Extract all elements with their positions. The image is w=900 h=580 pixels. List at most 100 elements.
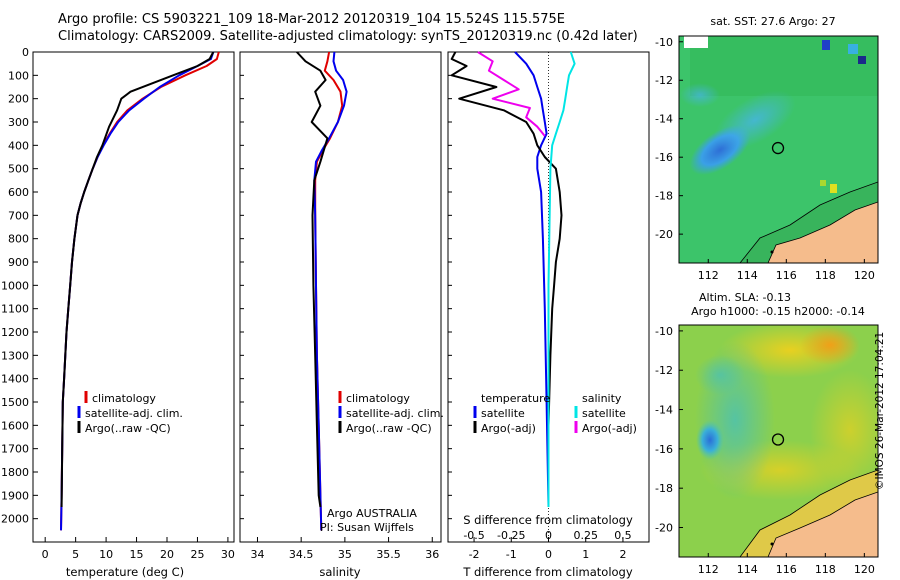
lon-tick-label: 112 (698, 269, 719, 282)
argo-position-marker (771, 433, 785, 446)
legend-temperature-title: temperature (481, 392, 550, 405)
profile-line-argo-raw-qc (60, 51, 215, 508)
depth-tick-label: 1300 (1, 349, 29, 362)
lat-tick-label: -20 (655, 228, 673, 241)
legend-satellite: satellite-adj. clim. (346, 407, 444, 420)
legend-t-satellite: satellite (481, 407, 525, 420)
profile-line-argo-raw-qc (296, 51, 329, 508)
depth-tick-label: 500 (8, 163, 29, 176)
x-tick-label: 34.5 (289, 548, 314, 561)
lat-tick-label: -10 (655, 36, 673, 49)
profile-line-t-satellite (514, 51, 550, 508)
depth-tick-label: 600 (8, 186, 29, 199)
depth-tick-label: 2000 (1, 513, 29, 526)
legend-argo: Argo(..raw -QC) (85, 422, 171, 435)
profile-line-satellite-adj-clim (313, 51, 348, 531)
sst-map: sat. SST: 27.6 Argo: 27 -10-12-14-16-18-… (655, 15, 879, 282)
lon-tick-label: 114 (737, 563, 758, 576)
lon-tick-label: 118 (815, 269, 836, 282)
profile-line-s-argo-adj (477, 51, 546, 137)
float-owner-label: Argo AUSTRALIA (327, 507, 417, 520)
x-tick-label: 1 (582, 548, 589, 561)
depth-tick-label: 900 (8, 256, 29, 269)
lon-tick-label: 118 (815, 563, 836, 576)
lat-tick-label: -18 (655, 482, 673, 495)
profile-title: Argo profile: CS 5903221_109 18-Mar-2012… (58, 12, 566, 27)
depth-tick-label: 400 (8, 139, 29, 152)
s-tick-label: 0.25 (573, 529, 598, 542)
lat-tick-label: -16 (655, 443, 673, 456)
lat-tick-label: -12 (655, 364, 673, 377)
lat-tick-label: -12 (655, 74, 673, 87)
x-tick-label: 35.5 (376, 548, 401, 561)
climatology-title: Climatology: CARS2009. Satellite-adjuste… (58, 29, 638, 44)
depth-tick-label: 0 (22, 46, 29, 59)
temperature-legend: climatology satellite-adj. clim. Argo(..… (77, 391, 183, 435)
depth-tick-label: 1200 (1, 326, 29, 339)
salinity-xlabel: salinity (319, 565, 360, 579)
lon-tick-label: 120 (854, 269, 875, 282)
x-tick-label: 10 (99, 548, 113, 561)
salinity-axes-frame (239, 51, 442, 543)
temperature-difference-xlabel: T difference from climatology (462, 565, 633, 579)
depth-tick-label: 1100 (1, 303, 29, 316)
temperature-profiles (60, 51, 220, 531)
legend-argo: Argo(..raw -QC) (346, 422, 432, 435)
x-tick-label: 15 (130, 548, 144, 561)
temperature-x-axis: 0 5 10 15 20 25 30 (42, 537, 235, 561)
salt-difference-label: S difference from climatology (463, 513, 633, 527)
legend-satellite: satellite-adj. clim. (85, 407, 183, 420)
x-tick-label: 36 (425, 548, 439, 561)
depth-tick-label: 1700 (1, 443, 29, 456)
temperature-panel: 0100200300400500600700800900100011001200… (1, 46, 235, 579)
s-tick-label: -0.25 (497, 529, 525, 542)
salinity-panel: 34 34.5 35 35.5 36 salinity climatology sate… (239, 51, 444, 579)
lat-tick-label: -16 (655, 151, 673, 164)
float-pi-label: PI: Susan Wijffels (320, 521, 414, 534)
legend-s-argo: Argo(-adj) (582, 422, 637, 435)
x-tick-label: 35 (338, 548, 352, 561)
depth-tick-label: 800 (8, 233, 29, 246)
depth-tick-label: 1800 (1, 466, 29, 479)
x-tick-label: 25 (190, 548, 204, 561)
lon-tick-label: 116 (776, 563, 797, 576)
imos-timestamp: ©IMOS 26-Mar-2012 17:04:21 (874, 331, 886, 490)
sla-field (679, 325, 878, 557)
sst-map-title: sat. SST: 27.6 Argo: 27 (710, 15, 835, 28)
difference-x-axis: -2 -1 0 1 2-0.5 -0.25 0 0.25 0.5 (448, 51, 632, 561)
lon-tick-label: 116 (776, 269, 797, 282)
argo-position-marker (771, 141, 785, 155)
temperature-axes-frame (32, 51, 235, 543)
temperature-xlabel: temperature (deg C) (66, 565, 184, 579)
legend-s-satellite: satellite (582, 407, 626, 420)
lon-tick-label: 112 (698, 563, 719, 576)
x-tick-label: 0 (42, 548, 49, 561)
x-tick-label: 2 (619, 548, 626, 561)
sst-map-frame (678, 35, 879, 264)
sla-map-axes: -10 -12 -14 -16 -18 -20 112 114 116 118 120 (655, 325, 875, 576)
x-tick-label: 20 (160, 548, 174, 561)
depth-axis: 0 100 200 300 400 500 600 700 800 900 1000 1100 1200… (1, 46, 38, 526)
salinity-legend: climatology satellite-adj. clim. Argo(..… (338, 391, 444, 435)
depth-tick-label: 1400 (1, 373, 29, 386)
sla-map: Altim. SLA: -0.13 Argo h1000: -0.15 h200… (655, 291, 879, 576)
lat-tick-label: -18 (655, 190, 673, 203)
salinity-profiles (296, 51, 348, 531)
x-tick-label: 34 (250, 548, 264, 561)
lon-tick-label: 120 (854, 563, 875, 576)
profile-line-s-satellite (547, 51, 576, 507)
x-tick-label: 0 (545, 548, 552, 561)
sla-map-subtitle: Argo h1000: -0.15 h2000: -0.14 (691, 305, 865, 318)
depth-tick-label: 200 (8, 93, 29, 106)
legend-climatology: climatology (92, 392, 156, 405)
depth-tick-label: 100 (8, 69, 29, 82)
lat-tick-label: -14 (655, 404, 673, 417)
legend-climatology: climatology (346, 392, 410, 405)
difference-profiles (450, 51, 576, 508)
salinity-x-axis: 34 34.5 35 35.5 36 (240, 51, 439, 561)
lat-tick-label: -20 (655, 522, 673, 535)
legend-t-argo: Argo(-adj) (481, 422, 536, 435)
x-tick-label: 30 (221, 548, 235, 561)
depth-tick-label: 700 (8, 209, 29, 222)
